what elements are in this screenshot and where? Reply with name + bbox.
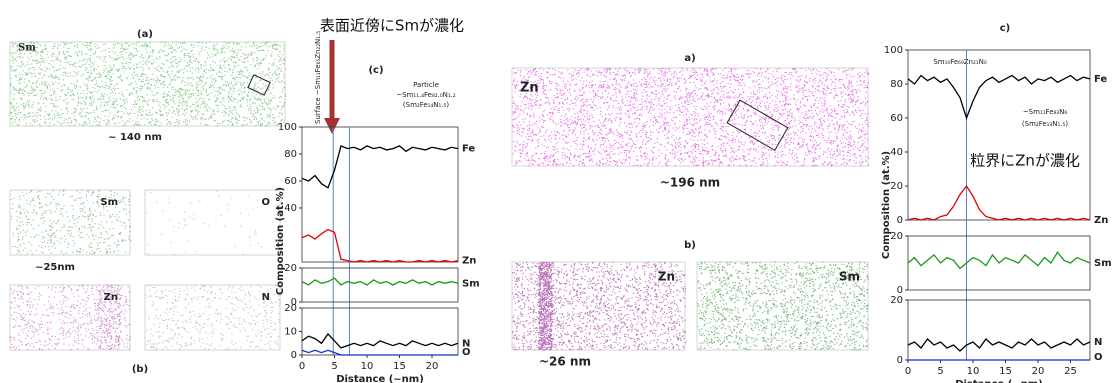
x-tick-label: 15 bbox=[999, 366, 1012, 377]
legend-label: O bbox=[1094, 352, 1103, 363]
x-tick-label: 5 bbox=[937, 366, 943, 377]
series-line bbox=[301, 145, 459, 189]
y-tick-label: 20 bbox=[284, 303, 297, 314]
panel-label: b) bbox=[684, 240, 696, 251]
x-tick-label: 0 bbox=[905, 366, 911, 377]
panel-label: (a) bbox=[137, 29, 153, 40]
legend-label: Fe bbox=[462, 144, 475, 155]
map-frame bbox=[144, 284, 281, 351]
size-label: ~ 140 nm bbox=[108, 132, 162, 143]
map-label: Sm bbox=[100, 197, 118, 208]
annotation: ~Sm₁₁Fe₈₃N₆ bbox=[1023, 108, 1068, 116]
legend-label: N bbox=[462, 338, 470, 349]
series-line bbox=[301, 277, 459, 286]
y-tick-label: 20 bbox=[890, 231, 903, 242]
annotation: Particle bbox=[413, 81, 439, 89]
x-tick-label: 25 bbox=[1064, 366, 1077, 377]
map-label: N bbox=[262, 292, 270, 303]
x-tick-label: 20 bbox=[1032, 366, 1045, 377]
size-label: ~25nm bbox=[35, 262, 75, 273]
size-label: ~26 nm bbox=[539, 355, 591, 369]
atom-maps bbox=[9, 41, 870, 351]
series-line bbox=[301, 349, 458, 356]
y-tick-label: 20 bbox=[284, 263, 297, 274]
y-tick-label: 100 bbox=[884, 45, 903, 56]
y-tick-label: 20 bbox=[890, 295, 903, 306]
annotation: Sm₁₀Fe₆₉Zn₂₁N₀ bbox=[933, 58, 987, 66]
series-line bbox=[301, 228, 459, 263]
x-tick-label: 10 bbox=[967, 366, 980, 377]
legend-label: Sm bbox=[462, 278, 480, 289]
series-line bbox=[907, 251, 1091, 270]
map-label: Zn bbox=[658, 270, 675, 284]
y-axis-label: Composition (at.%) bbox=[881, 151, 892, 259]
map-label: Sm bbox=[18, 43, 36, 54]
y-tick-label: 80 bbox=[284, 149, 297, 160]
legend-label: N bbox=[1094, 337, 1102, 348]
atom-dots bbox=[512, 67, 870, 167]
annotation: (Sm₂Fe₁₃N₁.₅) bbox=[1022, 120, 1068, 128]
map-label: Zn bbox=[104, 292, 118, 303]
y-tick-label: 0 bbox=[291, 297, 297, 308]
plot-frame bbox=[301, 307, 459, 356]
x-axis-label: Distance (~nm) bbox=[955, 379, 1043, 383]
y-tick-label: 40 bbox=[284, 203, 297, 214]
callout: 表面近傍にSmが濃化 bbox=[320, 17, 464, 35]
x-tick-label: 10 bbox=[361, 361, 374, 372]
y-tick-label: 0 bbox=[897, 215, 903, 226]
series-line bbox=[301, 332, 459, 349]
y-tick-label: 60 bbox=[284, 176, 297, 187]
panel-label: (c) bbox=[368, 65, 383, 76]
legend-label: Zn bbox=[462, 256, 476, 267]
annotation: (Sm₂Fe₁₄N₁.₅) bbox=[403, 101, 449, 109]
y-tick-label: 20 bbox=[890, 181, 903, 192]
atom-dots bbox=[10, 41, 287, 127]
panel-label: c) bbox=[1000, 23, 1011, 34]
legend-label: Zn bbox=[1094, 215, 1108, 226]
panel-label: a) bbox=[684, 53, 695, 64]
plot-frame bbox=[301, 267, 459, 303]
panel-label: (b) bbox=[132, 364, 148, 375]
atom-dots bbox=[10, 284, 131, 351]
arrow-head bbox=[324, 118, 340, 134]
atom-dots bbox=[145, 284, 281, 351]
map-label: O bbox=[261, 197, 270, 208]
map-frame bbox=[144, 189, 281, 256]
atom-dots bbox=[146, 189, 276, 255]
y-axis-label: Composition (at.%) bbox=[275, 187, 286, 295]
y-tick-label: 80 bbox=[890, 79, 903, 90]
y-tick-label: 60 bbox=[890, 113, 903, 124]
y-tick-label: 40 bbox=[890, 147, 903, 158]
annotation: Surface ~Sm₁₁Fe₆₅Zn₂₂N₁.₅ bbox=[314, 31, 322, 124]
series-line bbox=[907, 74, 1091, 120]
series-line bbox=[907, 338, 1091, 352]
analysis-box bbox=[247, 74, 271, 96]
map-label: Zn bbox=[520, 81, 539, 96]
legend-label: Sm bbox=[1094, 258, 1112, 269]
plot-frame bbox=[907, 299, 1091, 361]
x-axis-label: Distance (~nm) bbox=[336, 374, 424, 383]
annotation: ~Sm₁₁.₄Fe₈₂.₀N₁.₂ bbox=[396, 91, 456, 99]
series-line bbox=[907, 184, 1091, 221]
analysis-box bbox=[726, 99, 789, 151]
y-tick-label: 10 bbox=[284, 327, 297, 338]
plot-frame bbox=[907, 49, 1091, 221]
x-tick-label: 20 bbox=[426, 361, 439, 372]
y-tick-label: 0 bbox=[897, 285, 903, 296]
map-label: Sm bbox=[839, 270, 860, 284]
x-tick-label: 0 bbox=[299, 361, 305, 372]
callout: 粒界にZnが濃化 bbox=[970, 152, 1080, 170]
x-tick-label: 5 bbox=[331, 361, 337, 372]
x-tick-label: 15 bbox=[393, 361, 406, 372]
y-tick-label: 0 bbox=[291, 350, 297, 361]
y-tick-label: 100 bbox=[278, 122, 297, 133]
atom-dots bbox=[10, 189, 132, 256]
legend-label: O bbox=[462, 347, 471, 358]
y-tick-label: 0 bbox=[897, 355, 903, 366]
legend-label: Fe bbox=[1094, 74, 1107, 85]
size-label: ~196 nm bbox=[660, 176, 720, 190]
atom-dots bbox=[697, 261, 869, 351]
atom-dots bbox=[512, 261, 687, 351]
